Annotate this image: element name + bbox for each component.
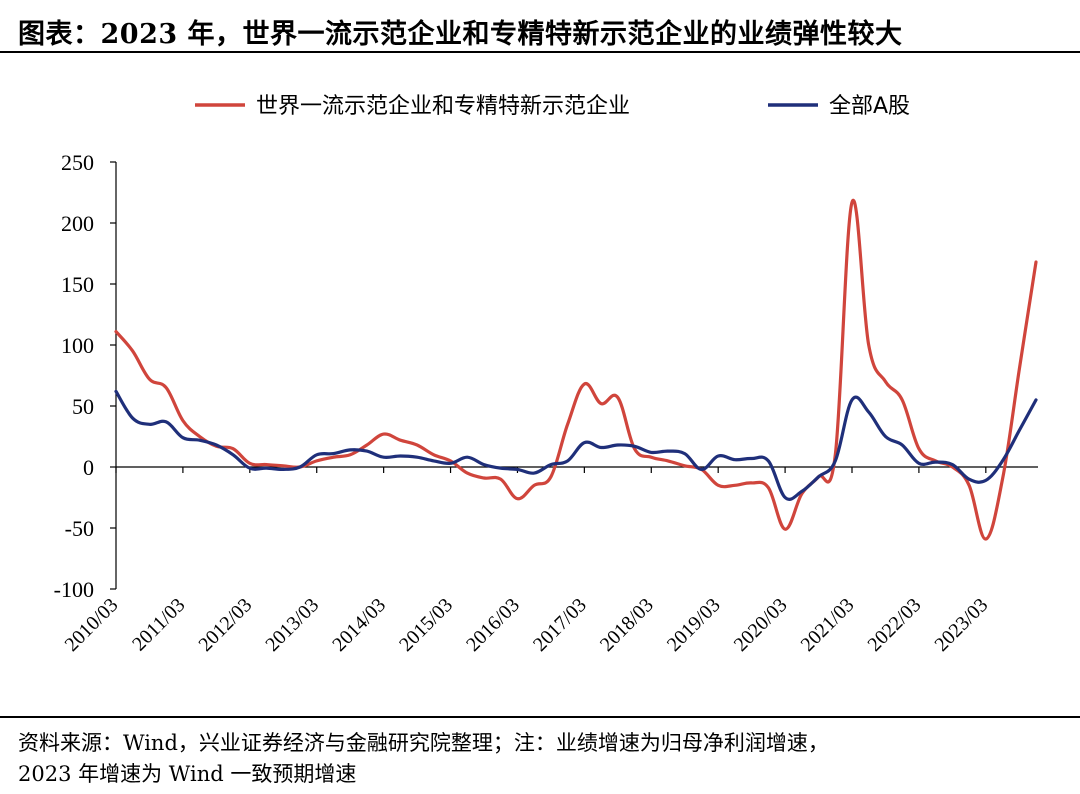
series-line-1: [114, 198, 1038, 541]
y-tick-label: -100: [54, 577, 94, 602]
y-tick-label: 0: [83, 455, 94, 480]
legend-label-2: 全部A股: [829, 94, 910, 119]
x-tick-label: 2015/03: [395, 594, 457, 656]
y-tick-label: -50: [65, 516, 94, 541]
x-tick-label: 2011/03: [128, 594, 189, 655]
y-tick-label: 100: [61, 333, 94, 358]
source-rule: [0, 716, 1080, 718]
y-tick-label: 150: [61, 272, 94, 297]
legend-label-1: 世界一流示范企业和专精特新示范企业: [256, 94, 630, 119]
title-rule: [0, 51, 1080, 53]
x-tick-label: 2010/03: [61, 594, 123, 656]
series-line-2: [114, 389, 1038, 501]
source-line-1: 资料来源：Wind，兴业证券经济与金融研究院整理；注：业绩增速为归母净利润增速，: [18, 731, 829, 755]
y-tick-label: 50: [72, 394, 94, 419]
x-tick-label: 2018/03: [596, 594, 658, 656]
x-tick-label: 2020/03: [730, 594, 792, 656]
series-lines: [114, 198, 1038, 541]
x-tick-label: 2019/03: [663, 594, 725, 656]
x-tick-label: 2017/03: [529, 594, 591, 656]
x-tick-label: 2012/03: [194, 594, 256, 656]
y-tick-label: 200: [61, 211, 94, 236]
y-tick-label: 250: [61, 150, 94, 175]
source-line-2: 2023 年增速为 Wind 一致预期增速: [18, 762, 357, 786]
x-tick-label: 2021/03: [797, 594, 859, 656]
x-tick-label: 2016/03: [462, 594, 524, 656]
chart-title: 图表：2023 年，世界一流示范企业和专精特新示范企业的业绩弹性较大: [18, 19, 903, 50]
x-tick-label: 2022/03: [864, 594, 926, 656]
source-note: 资料来源：Wind，兴业证券经济与金融研究院整理；注：业绩增速为归母净利润增速，…: [18, 728, 1078, 790]
legend: 世界一流示范企业和专精特新示范企业 全部A股: [195, 94, 910, 119]
x-tick-label: 2023/03: [930, 594, 992, 656]
x-tick-label: 2013/03: [261, 594, 323, 656]
line-chart: 世界一流示范企业和专精特新示范企业 全部A股 250 200 150 100 50 0 -50…: [54, 94, 1038, 656]
x-tick-label: 2014/03: [328, 594, 390, 656]
